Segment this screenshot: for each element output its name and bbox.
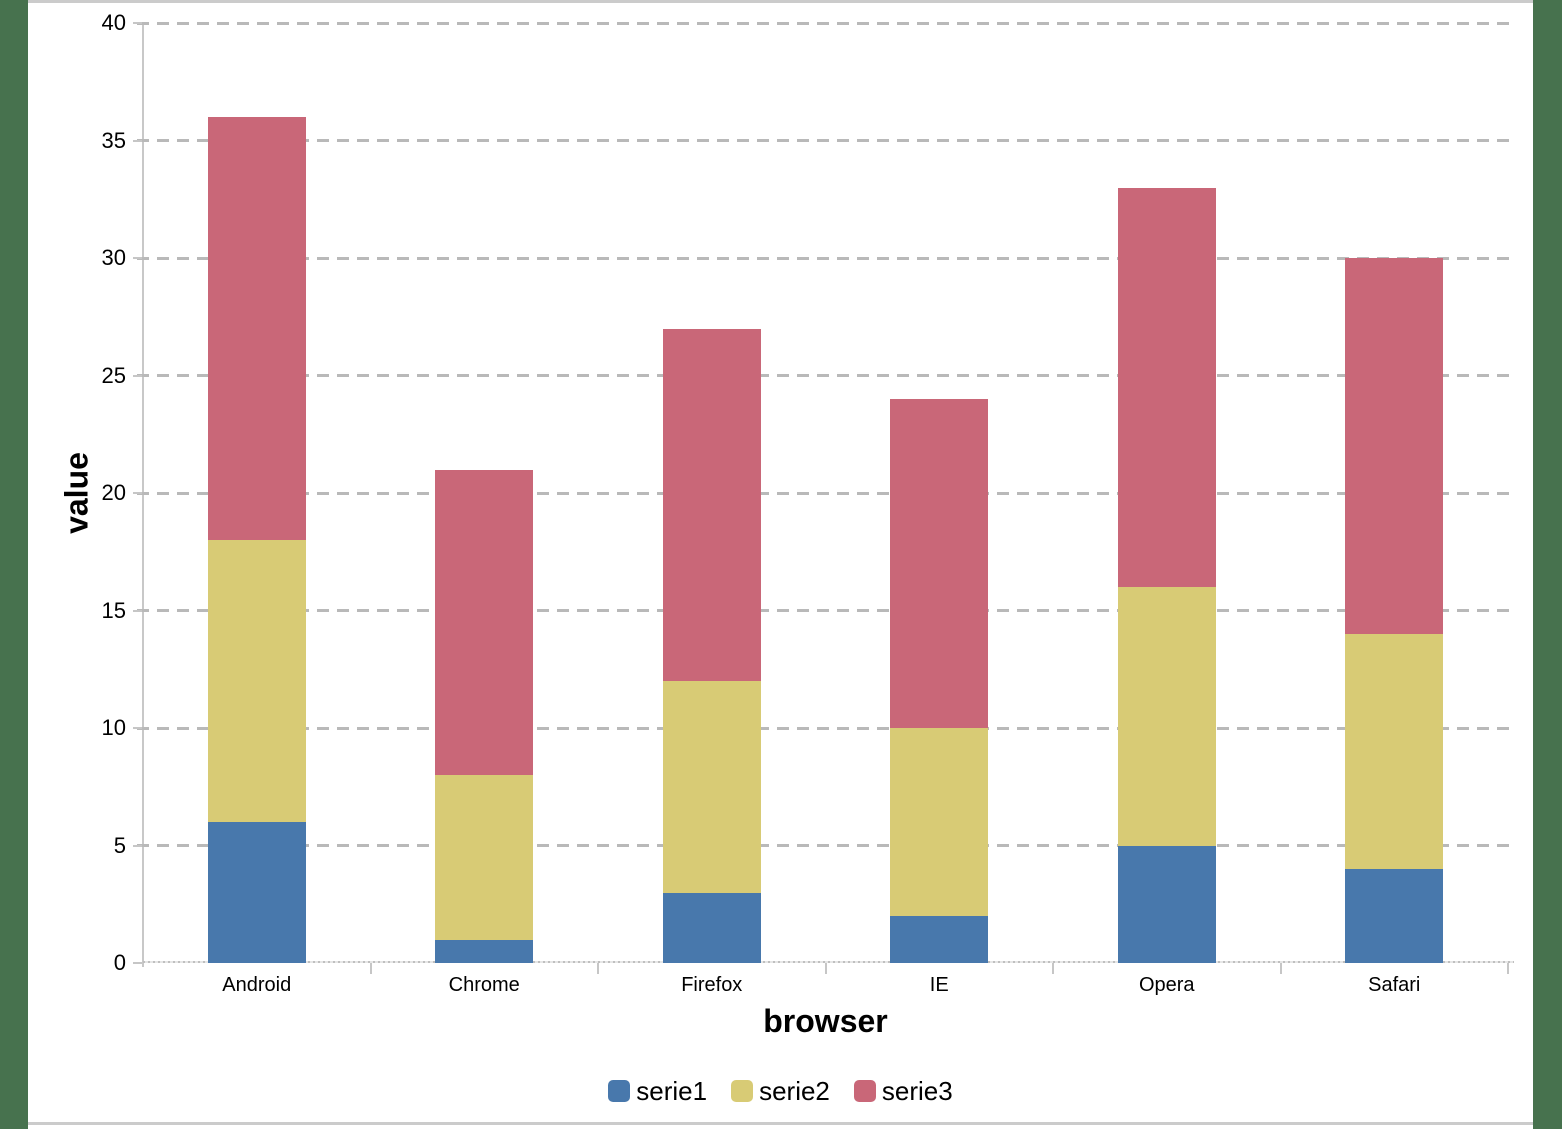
y-axis-tick bbox=[133, 962, 142, 964]
bar-segment-serie3-firefox[interactable] bbox=[662, 328, 761, 681]
y-axis-tick bbox=[133, 609, 142, 612]
bar-segment-serie2-android[interactable] bbox=[207, 540, 306, 822]
x-axis-tick bbox=[1052, 963, 1054, 974]
legend-item-serie3[interactable]: serie3 bbox=[853, 1076, 953, 1106]
canvas-top-border bbox=[28, 0, 1533, 3]
y-axis-tick bbox=[133, 22, 142, 24]
y-axis-tick bbox=[133, 727, 142, 729]
y-axis-line bbox=[142, 23, 144, 967]
y-axis-tick bbox=[133, 139, 142, 142]
canvas-bottom-border bbox=[28, 1122, 1533, 1125]
bar-segment-serie2-safari[interactable] bbox=[1345, 634, 1444, 869]
x-axis-tick bbox=[1279, 963, 1282, 974]
y-tick-label: 20 bbox=[101, 480, 126, 505]
bar-segment-serie3-safari[interactable] bbox=[1345, 258, 1444, 634]
legend-swatch-icon bbox=[731, 1080, 754, 1102]
x-axis-tick bbox=[369, 963, 372, 974]
y-gridline bbox=[137, 256, 1514, 260]
y-axis-tick bbox=[133, 257, 142, 259]
plot-area: 0 5 10 15 20 25 30 35 40 Android Chrome Firefox IE Op… bbox=[102, 10, 1514, 996]
y-gridline bbox=[137, 726, 1514, 730]
y-tick-label: 25 bbox=[101, 362, 126, 388]
bar-segment-serie2-opera[interactable] bbox=[1117, 587, 1216, 846]
y-tick-label: 15 bbox=[101, 597, 126, 623]
bar-segment-serie1-opera[interactable] bbox=[1117, 845, 1216, 963]
x-axis-title: browser bbox=[763, 1003, 888, 1039]
legend-item-serie2[interactable]: serie2 bbox=[731, 1076, 830, 1106]
y-gridline bbox=[137, 374, 1514, 377]
x-category-label: Firefox bbox=[681, 974, 743, 996]
x-axis-tick bbox=[824, 963, 827, 974]
x-category-label: Android bbox=[222, 974, 292, 996]
legend-swatch-icon bbox=[608, 1080, 631, 1102]
y-gridline bbox=[137, 139, 1514, 142]
y-tick-label: 5 bbox=[113, 832, 126, 858]
bar-segment-serie3-opera[interactable] bbox=[1117, 187, 1216, 587]
y-tick-label: 30 bbox=[101, 245, 126, 270]
bar-segment-serie1-android[interactable] bbox=[207, 822, 306, 963]
y-gridline bbox=[137, 844, 1514, 847]
legend: serie1 serie2 serie3 bbox=[28, 1076, 1533, 1106]
legend-label: serie3 bbox=[881, 1076, 953, 1106]
bar-segment-serie1-firefox[interactable] bbox=[662, 892, 761, 963]
bar-segment-serie1-ie[interactable] bbox=[890, 916, 989, 963]
legend-item-serie1[interactable]: serie1 bbox=[608, 1076, 707, 1106]
bar-segment-serie3-ie[interactable] bbox=[890, 399, 989, 728]
y-tick-label: 10 bbox=[101, 715, 126, 740]
x-axis-tick bbox=[597, 963, 599, 974]
bar-segment-serie3-chrome[interactable] bbox=[435, 469, 534, 775]
bar-segment-serie1-chrome[interactable] bbox=[435, 939, 534, 963]
y-tick-label: 35 bbox=[101, 127, 126, 153]
y-gridline bbox=[137, 609, 1514, 612]
chart-canvas: 0 5 10 15 20 25 30 35 40 Android Chrome Firefox IE Op… bbox=[28, 0, 1533, 1129]
y-gridline bbox=[137, 491, 1514, 495]
y-axis-tick bbox=[133, 844, 142, 847]
bar-segment-serie2-ie[interactable] bbox=[890, 728, 989, 916]
x-axis-tick bbox=[1507, 963, 1509, 974]
y-tick-label: 0 bbox=[113, 950, 126, 975]
y-axis-title: value bbox=[58, 452, 95, 534]
y-tick-label: 40 bbox=[101, 10, 126, 35]
bar-segment-serie1-safari[interactable] bbox=[1345, 869, 1444, 963]
x-category-label: Chrome bbox=[448, 974, 520, 996]
legend-swatch-icon bbox=[853, 1080, 876, 1102]
bar-segment-serie2-chrome[interactable] bbox=[435, 775, 534, 940]
y-gridline bbox=[137, 21, 1514, 25]
x-axis-line bbox=[143, 961, 1514, 963]
legend-label: serie1 bbox=[636, 1076, 708, 1106]
y-axis-tick bbox=[133, 492, 142, 494]
bar-segment-serie2-firefox[interactable] bbox=[662, 681, 761, 893]
x-category-label: Safari bbox=[1368, 974, 1421, 996]
x-category-label: Opera bbox=[1138, 974, 1195, 996]
y-axis-tick bbox=[133, 374, 142, 377]
x-category-label: IE bbox=[929, 974, 949, 996]
legend-label: serie2 bbox=[759, 1076, 830, 1106]
bar-segment-serie3-android[interactable] bbox=[207, 117, 306, 540]
